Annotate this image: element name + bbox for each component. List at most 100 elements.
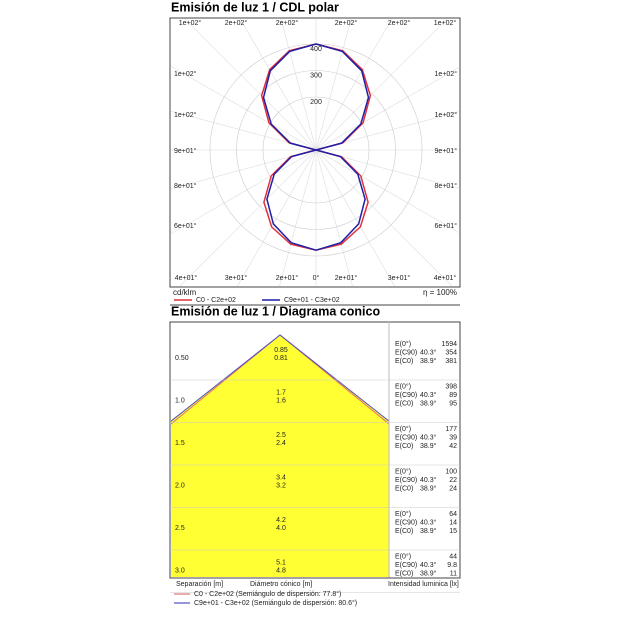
e-label: E(0°) [395,510,411,518]
e-label: E(C90) [395,392,417,399]
e-label: E(0°) [395,552,411,560]
e-label: E(C0) [395,443,413,450]
e-angle: 40.3° [420,433,437,441]
height: 2.0 [175,482,185,489]
height: 0.50 [175,355,189,362]
angle-label: 2e+02° [225,19,248,27]
e-value: 44 [449,553,457,560]
e-label: E(C90) [395,434,417,441]
e-value: 14 [449,519,457,526]
diameter: 1.6 [276,397,286,404]
angle-label: 2e+01° [276,274,299,282]
legend-label: C9e+01 - C3e+02 (Semiángulo de dispersió… [194,599,357,607]
e-label: E(C90) [395,349,417,356]
e-value: 1594 [441,341,457,348]
diameter: 3.2 [276,482,286,489]
e-angle: 38.9° [420,399,437,407]
polar-frame [169,17,461,288]
e-angle: 40.3° [420,561,437,569]
grid-circle [236,70,396,230]
efficiency: η = 100% [423,288,457,297]
angle-label: 1e+02° [179,19,202,27]
legend-label: C0 - C2e+02 (Semiángulo de dispersión: 7… [194,590,341,598]
e-label: E(C90) [395,477,417,484]
footer-label: Intensidad luminica [lx] [388,581,459,588]
angle-label: 1e+02° [435,70,458,78]
e-angle: 40.3° [420,476,437,484]
legend-label: C9e+01 - C3e+02 [284,297,340,304]
angle-label: 1e+02° [434,19,457,27]
footer-label: Diámetro cónico [m] [250,581,312,588]
angle-label: 2e+02° [388,19,411,27]
cone-title: Emisión de luz 1 / Diagrama conico [171,304,380,318]
height: 1.5 [175,440,185,447]
height: 3.0 [175,567,185,574]
e-angle: 38.9° [420,569,437,577]
angle-label: 1e+02° [174,70,197,78]
angle-label: 2e+02° [276,19,299,27]
angle-label: 4e+01° [434,274,457,282]
diameter: 2.4 [276,440,286,447]
e-angle: 38.9° [420,357,437,365]
e-angle: 38.9° [420,527,437,535]
diameter: 0.85 [274,347,288,354]
grid-circle [262,96,370,204]
polar-curve [262,43,319,251]
e-value: 42 [449,443,457,450]
e-label: E(C0) [395,570,413,577]
e-value: 39 [449,434,457,441]
diameter: 0.81 [274,355,288,362]
legend-label: C0 - C2e+02 [196,297,236,304]
e-label: E(C90) [395,562,417,569]
e-value: 177 [445,426,457,433]
unit: cd/klm [173,288,196,297]
e-value: 22 [449,477,457,484]
e-value: 381 [445,358,457,365]
angle-label: 6e+01° [435,222,458,230]
e-angle: 40.3° [420,348,437,356]
e-value: 24 [449,485,457,492]
e-value: 354 [445,349,457,356]
legend: C0 - C2e+02 (Semiángulo de dispersión: 7… [174,590,357,607]
angle-label: 4e+01° [175,274,198,282]
diameter: 1.7 [276,389,286,396]
e-label: E(0°) [395,340,411,348]
cone-edge [171,334,389,422]
angle-label: 1e+02° [174,111,197,119]
e-value: 89 [449,392,457,399]
angle-label: 1e+02° [435,111,458,119]
e-label: E(C0) [395,358,413,365]
e-value: 398 [445,383,457,390]
angle-label: 3e+01° [225,274,248,282]
angle-label: 0° [313,274,320,282]
e-angle: 38.9° [420,442,437,450]
e-label: E(0°) [395,382,411,390]
e-angle: 40.3° [420,391,437,399]
cone [171,334,389,577]
polar-plot [171,19,459,286]
diameter: 4.8 [276,567,286,574]
height: 2.5 [175,525,185,532]
footer-label: Separación [m] [176,581,223,588]
angle-label: 6e+01° [174,222,197,230]
r-tick-label: 200 [310,99,322,106]
e-value: 64 [449,511,457,518]
e-angle: 40.3° [420,518,437,526]
polar-title: Emisión de luz 1 / CDL polar [171,0,339,14]
angle-label: 9e+01° [174,147,197,155]
diameter: 3.4 [276,474,286,481]
r-tick-label: 300 [310,72,322,79]
e-value: 95 [449,400,457,407]
legend: C0 - C2e+02 C9e+01 - C3e+02 [174,297,340,304]
r-tick-label: 400 [310,46,322,53]
e-label: E(C0) [395,485,413,492]
e-label: E(0°) [395,425,411,433]
angle-label: 8e+01° [174,182,197,190]
polar-labels: 200 300 400 1e+02° 2e+02° 2e+02° 2e+02° 2e+02° 1… [174,19,457,282]
diameter: 5.1 [276,559,286,566]
e-value: 9.8 [447,562,457,569]
diameter: 2.5 [276,432,286,439]
